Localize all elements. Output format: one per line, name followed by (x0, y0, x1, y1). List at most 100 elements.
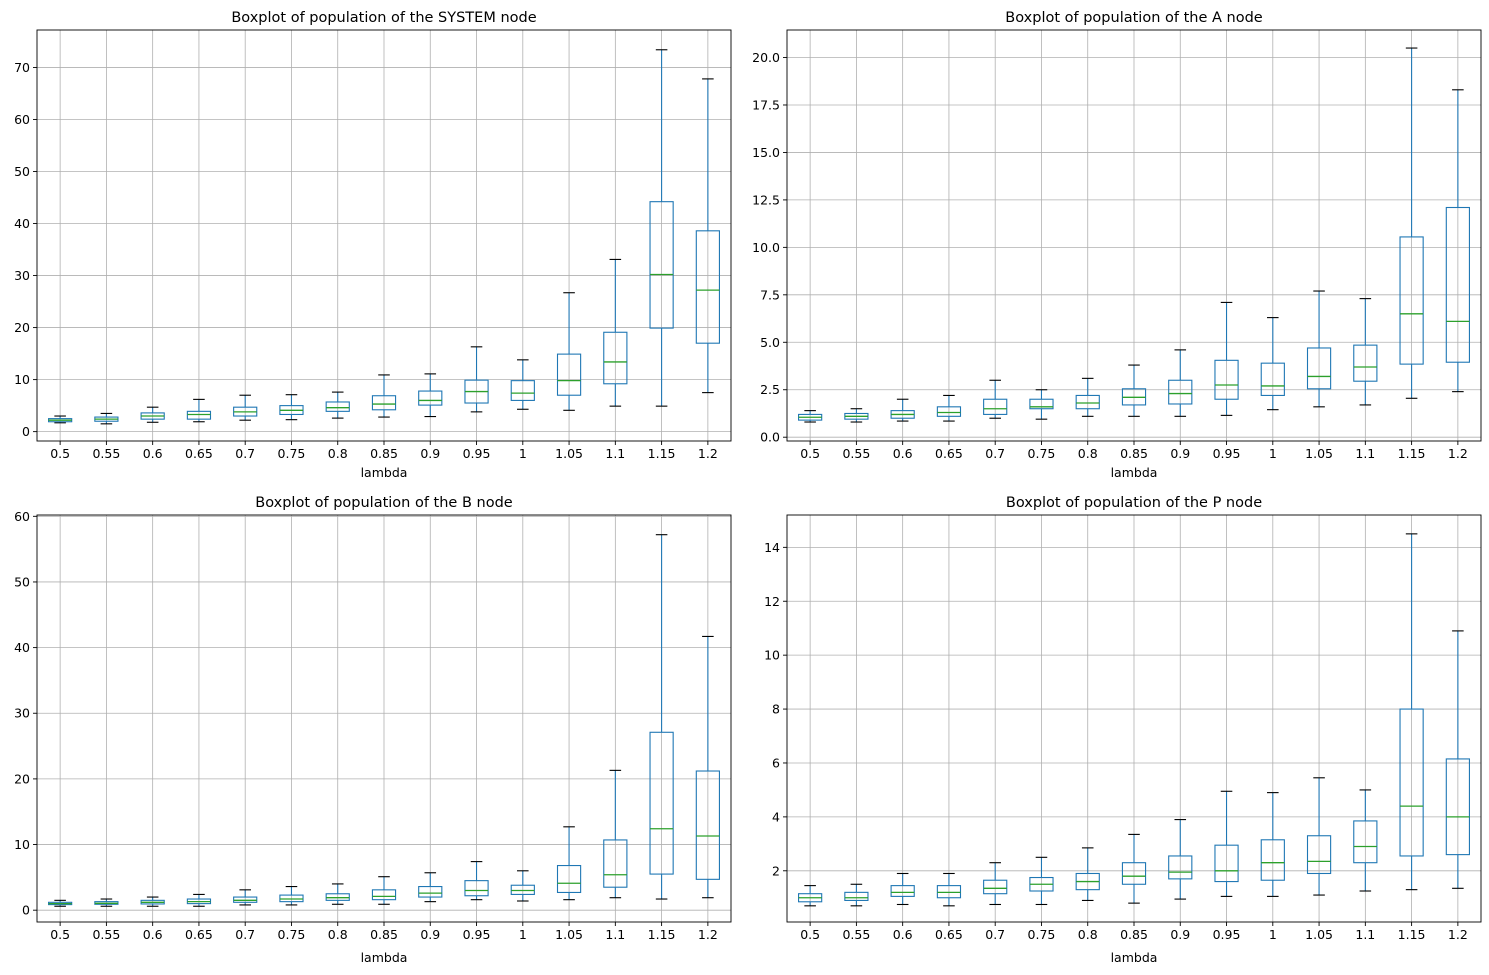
x-tick-label: 0.8 (1078, 927, 1098, 942)
x-tick-label: 1.2 (698, 927, 718, 942)
x-tick-label: 1.15 (648, 446, 676, 461)
y-tick-label: 8 (772, 702, 780, 717)
x-tick-label: 1 (1269, 927, 1277, 942)
y-tick-label: 2.5 (760, 382, 780, 397)
x-tick-label: 0.95 (463, 927, 491, 942)
subplot-system: Boxplot of population of the SYSTEM node… (14, 10, 732, 480)
x-tick-label: 0.55 (842, 927, 870, 942)
box-0.55 (844, 408, 869, 423)
x-tick-label: 0.95 (1213, 446, 1241, 461)
y-tick-label: 10 (764, 648, 780, 663)
iqr-box (1306, 347, 1332, 390)
y-tick-label: 12 (764, 594, 780, 609)
box-0.9 (418, 872, 443, 903)
y-tick-label: 40 (14, 640, 30, 655)
box-0.55 (94, 412, 119, 425)
x-tick-label: 1.05 (1305, 446, 1333, 461)
boxes (798, 47, 1470, 423)
y-tick-label: 70 (14, 60, 30, 75)
y-tick-label: 5.0 (760, 335, 780, 350)
chart-title: Boxplot of population of the P node (1006, 495, 1262, 511)
box-0.55 (844, 883, 869, 907)
x-tick-label: 0.95 (1213, 927, 1241, 942)
x-tick-label: 1 (1269, 446, 1277, 461)
x-tick-label: 0.65 (935, 927, 963, 942)
box-1.1 (1353, 298, 1378, 406)
y-tick-label: 17.5 (752, 97, 780, 112)
x-tick-label: 1.15 (1398, 927, 1426, 942)
box-1.05 (1306, 777, 1332, 896)
box-1.15 (1399, 533, 1424, 891)
box-1 (1260, 792, 1285, 897)
x-tick-label: 0.6 (893, 927, 913, 942)
x-tick-label: 0.95 (463, 446, 491, 461)
x-tick-label: 0.85 (1120, 446, 1148, 461)
box-0.7 (233, 394, 258, 421)
box-0.7 (983, 379, 1008, 419)
box-0.6 (890, 398, 915, 422)
iqr-box (418, 390, 443, 406)
subplot-p: Boxplot of population of the P node lamb… (764, 495, 1482, 965)
iqr-box (603, 839, 628, 888)
x-tick-label: 0.75 (1028, 446, 1056, 461)
y-tick-label: 10 (14, 372, 30, 387)
x-tick-label: 0.5 (50, 927, 70, 942)
x-tick-label: 1.1 (605, 446, 625, 461)
x-tick-label: 0.65 (185, 446, 213, 461)
x-tick-label: 0.9 (420, 446, 440, 461)
box-0.95 (464, 861, 489, 901)
y-tick-label: 0 (22, 903, 30, 918)
iqr-box (1399, 708, 1424, 857)
boxes (798, 533, 1470, 907)
iqr-box (983, 879, 1008, 895)
x-tick-label: 1.15 (1398, 446, 1426, 461)
x-axis-label: lambda (361, 465, 408, 480)
box-0.95 (1214, 790, 1239, 897)
x-tick-label: 1.05 (555, 927, 583, 942)
box-0.55 (94, 898, 119, 907)
x-tick-label: 0.8 (328, 446, 348, 461)
y-tick-label: 10 (14, 837, 30, 852)
iqr-box (371, 395, 397, 411)
box-1.2 (1445, 89, 1470, 393)
subplot-a: Boxplot of population of the A node lamb… (752, 10, 1482, 480)
box-0.65 (936, 394, 962, 422)
box-0.5 (798, 885, 823, 907)
chart-title: Boxplot of population of the A node (1005, 10, 1262, 26)
iqr-box (844, 891, 869, 901)
iqr-box (649, 201, 674, 329)
box-0.8 (325, 391, 350, 419)
axes: 0.0 2.5 5.0 7.5 10.0 12.5 15.0 17.5 20.0 0.5 0.55 0… (752, 29, 1482, 461)
iqr-box (325, 893, 350, 901)
iqr-box (649, 731, 674, 875)
iqr-box (890, 885, 915, 897)
x-tick-label: 0.65 (935, 446, 963, 461)
iqr-box (936, 406, 962, 417)
x-tick-label: 0.85 (370, 927, 398, 942)
x-tick-label: 0.75 (278, 927, 306, 942)
x-tick-label: 0.8 (1078, 446, 1098, 461)
y-tick-label: 60 (14, 509, 30, 524)
box-0.65 (186, 398, 212, 423)
box-1.1 (1353, 789, 1378, 892)
box-0.8 (325, 883, 350, 905)
iqr-box (983, 398, 1008, 415)
box-0.85 (1121, 833, 1147, 904)
box-1.05 (556, 292, 582, 411)
box-1.1 (603, 258, 628, 407)
x-tick-label: 1.15 (648, 927, 676, 942)
iqr-box (325, 401, 350, 412)
box-0.85 (1121, 364, 1147, 417)
iqr-box (279, 894, 304, 903)
iqr-box (1260, 362, 1285, 396)
iqr-box (371, 889, 397, 901)
boxes (48, 534, 720, 907)
x-tick-label: 1.2 (1448, 927, 1468, 942)
x-tick-label: 1 (519, 927, 527, 942)
box-0.85 (371, 374, 397, 418)
iqr-box (510, 380, 535, 401)
y-tick-label: 7.5 (760, 287, 780, 302)
box-0.5 (798, 410, 823, 423)
box-0.95 (464, 346, 489, 413)
box-1.05 (1306, 290, 1332, 408)
